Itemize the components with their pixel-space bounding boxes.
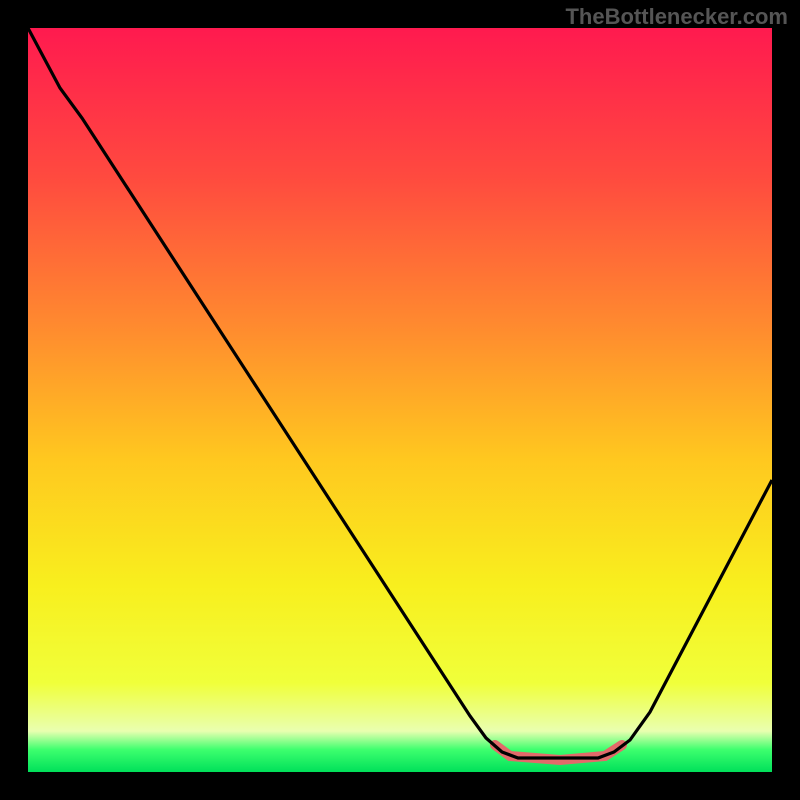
attribution-text: TheBottlenecker.com [565, 4, 788, 30]
chart-frame: TheBottlenecker.com [0, 0, 800, 800]
chart-svg [0, 0, 800, 800]
plot-area [28, 28, 772, 772]
